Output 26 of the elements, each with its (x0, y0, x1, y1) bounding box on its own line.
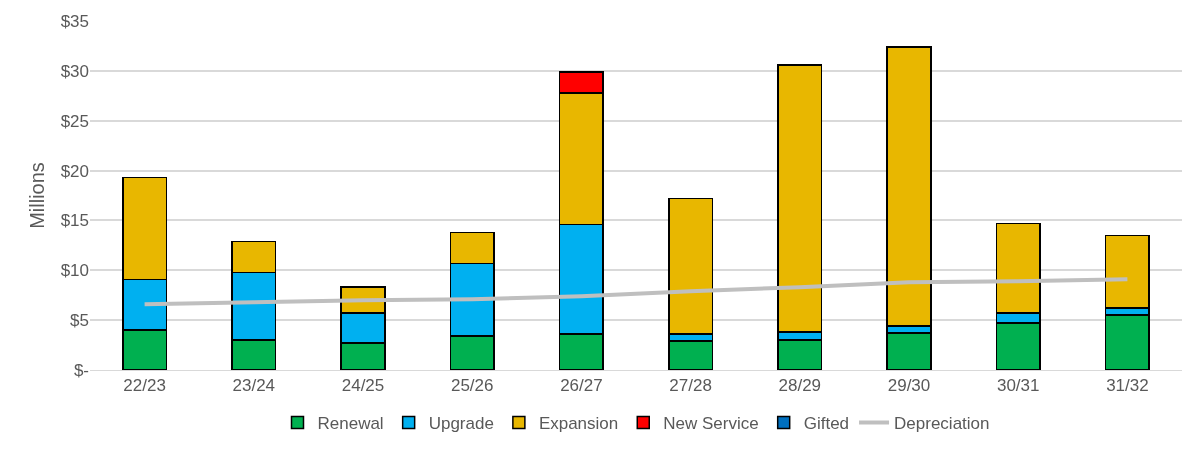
legend-label: New Service (663, 414, 759, 434)
y-tick-label: $20 (60, 161, 89, 181)
x-tick-label: 28/29 (778, 376, 822, 396)
y-axis-title: Millions (26, 162, 49, 229)
x-tick-label: 31/32 (1106, 376, 1149, 396)
legend-label: Gifted (803, 414, 850, 434)
y-tick-label: $30 (60, 61, 89, 81)
y-tick-label: $25 (60, 111, 89, 131)
x-tick-label: 23/24 (232, 376, 276, 396)
y-tick-label: $- (73, 360, 89, 380)
y-tick-label: $35 (60, 11, 89, 31)
x-tick-label: 30/31 (996, 376, 1040, 396)
legend-label: Renewal (317, 414, 384, 434)
y-tick-label: $15 (60, 211, 89, 231)
x-tick-label: 24/25 (341, 376, 385, 396)
x-tick-label: 26/27 (560, 376, 603, 396)
x-tick-label: 22/23 (123, 376, 166, 396)
legend-label: Expansion (538, 414, 619, 434)
x-tick-label: 27/28 (669, 376, 712, 396)
line-series (142, 277, 1130, 307)
y-tick-label: $5 (70, 311, 89, 331)
x-tick-label: 25/26 (450, 376, 494, 396)
legend-label: Upgrade (428, 414, 494, 434)
y-tick-label: $10 (60, 261, 89, 281)
x-tick-label: 29/30 (887, 376, 931, 396)
legend-label: Depreciation (894, 414, 990, 434)
